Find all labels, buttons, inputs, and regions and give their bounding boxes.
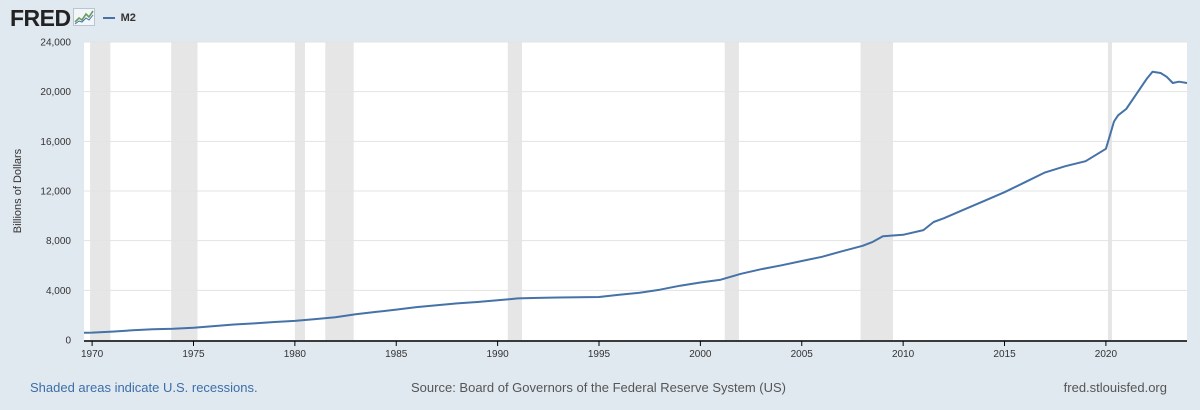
x-tick-label: 1970 bbox=[81, 349, 104, 360]
y-axis-title: Billions of Dollars bbox=[12, 148, 24, 233]
x-tick-label: 1995 bbox=[588, 349, 611, 360]
legend-swatch bbox=[102, 17, 115, 19]
y-tick-label: 24,000 bbox=[40, 38, 71, 49]
gridlines bbox=[84, 41, 1187, 291]
site-url[interactable]: fred.stlouisfed.org bbox=[1063, 380, 1167, 395]
fred-logo[interactable]: FRED bbox=[10, 4, 71, 31]
x-tick-label: 1990 bbox=[487, 349, 510, 360]
series-line-M2[interactable] bbox=[83, 70, 1188, 334]
x-tick-label: 2015 bbox=[993, 349, 1016, 360]
chart-header: FRED M2 bbox=[10, 4, 136, 31]
y-tick-label: 8,000 bbox=[46, 236, 71, 247]
x-axis-ticks: 1970 1975 1980 1985 1990 1995 2000 2005 2010 2015… bbox=[81, 341, 1117, 360]
source-text: Source: Board of Governors of the Federa… bbox=[411, 380, 786, 395]
x-tick-label: 1975 bbox=[182, 349, 205, 360]
legend-label: M2 bbox=[120, 12, 136, 24]
x-tick-label: 2000 bbox=[689, 349, 712, 360]
y-tick-label: 20,000 bbox=[40, 87, 71, 98]
recession-note-link[interactable]: Shaded areas indicate U.S. recessions. bbox=[30, 380, 258, 395]
chart-area[interactable]: 0 4,000 8,000 12,000 16,000 20,000 24,000 1970… bbox=[0, 0, 1200, 375]
series-layer bbox=[83, 70, 1188, 334]
fred-chart-logo-icon bbox=[72, 8, 95, 26]
y-axis-ticks: 0 4,000 8,000 12,000 16,000 20,000 24,000 bbox=[40, 38, 71, 347]
y-tick-label: 0 bbox=[65, 336, 71, 347]
y-tick-label: 16,000 bbox=[40, 137, 71, 148]
x-tick-label: 2020 bbox=[1095, 349, 1118, 360]
y-tick-label: 4,000 bbox=[46, 286, 71, 297]
x-tick-label: 1980 bbox=[284, 349, 307, 360]
x-tick-label: 2010 bbox=[892, 349, 915, 360]
y-tick-label: 12,000 bbox=[40, 187, 71, 198]
chart-legend: M2 bbox=[102, 12, 136, 24]
x-tick-label: 2005 bbox=[791, 349, 814, 360]
x-tick-label: 1985 bbox=[385, 349, 408, 360]
